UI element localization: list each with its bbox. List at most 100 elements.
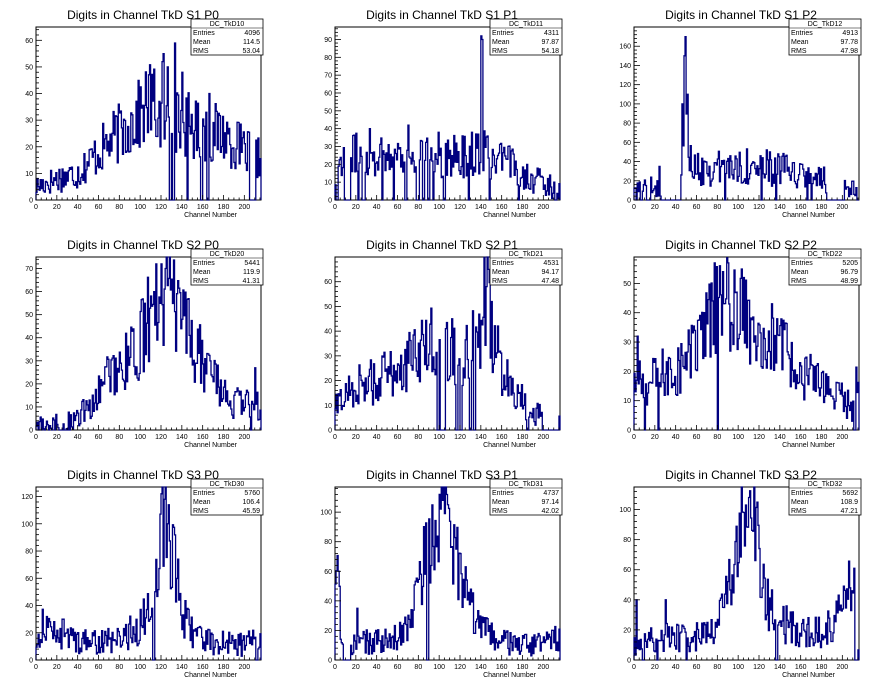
x-tick-label: 40 [672, 434, 680, 441]
x-tick-label: 20 [651, 664, 659, 671]
y-tick-label: 40 [623, 159, 631, 166]
histogram-panel-s1-p1: Digits in Channel TkD S1 P1 Channel Numb… [324, 8, 563, 219]
x-tick-label: 0 [34, 204, 38, 211]
stats-value: 42.02 [541, 508, 559, 515]
stats-value: 47.48 [541, 278, 559, 285]
x-tick-label: 120 [155, 204, 167, 211]
x-tick-label: 120 [155, 434, 167, 441]
x-tick-label: 60 [394, 664, 402, 671]
y-tick-label: 30 [25, 118, 33, 125]
stats-box: DC_TkD22 Entries 5205 Mean 96.79 RMS 48.99 [788, 248, 862, 286]
x-tick-label: 20 [651, 204, 659, 211]
x-tick-label: 20 [651, 434, 659, 441]
x-tick-label: 160 [197, 664, 209, 671]
stats-name: DC_TkD12 [808, 21, 843, 28]
x-tick-label: 200 [537, 434, 549, 441]
y-tick-label: 50 [623, 281, 631, 288]
y-tick-label: 80 [25, 549, 33, 556]
stats-label: RMS [492, 278, 508, 285]
y-tick-label: 60 [324, 279, 332, 286]
stats-value: 106.4 [242, 499, 260, 506]
stats-value: 45.59 [242, 508, 260, 515]
y-tick-label: 40 [623, 597, 631, 604]
stats-name: DC_TkD11 [509, 21, 543, 28]
x-tick-label: 0 [34, 434, 38, 441]
y-tick-label: 0 [328, 428, 332, 435]
y-tick-label: 100 [21, 521, 33, 528]
stats-box: DC_TkD20 Entries 5441 Mean 119.9 RMS 41.31 [190, 248, 264, 286]
stats-value: 4913 [842, 30, 858, 37]
x-tick-label: 100 [134, 664, 146, 671]
histogram-line [334, 35, 561, 201]
stats-value: 54.18 [541, 48, 559, 55]
x-tick-label: 160 [496, 664, 508, 671]
stats-value: 4737 [543, 490, 559, 497]
x-tick-label: 200 [238, 434, 250, 441]
x-tick-label: 180 [218, 434, 230, 441]
y-tick-label: 50 [25, 64, 33, 71]
x-tick-label: 180 [816, 434, 828, 441]
stats-value: 97.14 [541, 499, 559, 506]
y-tick-label: 160 [619, 44, 631, 51]
y-tick-label: 60 [623, 567, 631, 574]
stats-label: Mean [492, 39, 510, 46]
x-tick-label: 20 [352, 204, 360, 211]
x-tick-label: 100 [134, 204, 146, 211]
x-tick-label: 200 [537, 664, 549, 671]
stats-box: DC_TkD12 Entries 4913 Mean 97.78 RMS 47.98 [788, 18, 862, 56]
histogram-line [334, 486, 561, 661]
plot-frame [334, 26, 561, 201]
x-tick-label: 200 [537, 204, 549, 211]
stats-box-border [489, 18, 563, 56]
histogram-line [633, 35, 859, 201]
y-tick-label: 20 [623, 178, 631, 185]
y-tick-label: 120 [21, 494, 33, 501]
y-tick-label: 80 [623, 537, 631, 544]
x-tick-label: 160 [197, 434, 209, 441]
x-tick-label: 200 [836, 434, 848, 441]
stats-value: 119.9 [243, 269, 260, 276]
histogram-line [35, 256, 262, 431]
y-tick-label: 50 [25, 312, 33, 319]
x-tick-label: 160 [197, 204, 209, 211]
y-tick-label: 60 [324, 569, 332, 576]
x-tick-label: 200 [238, 664, 250, 671]
x-tick-label: 160 [795, 204, 807, 211]
stats-label: Mean [791, 499, 809, 506]
plot-frame [334, 256, 561, 431]
stats-label: Entries [791, 30, 813, 37]
stats-value: 4311 [544, 30, 559, 37]
x-tick-label: 140 [774, 204, 786, 211]
x-tick-label: 180 [517, 204, 529, 211]
stats-box: DC_TkD11 Entries 4311 Mean 97.87 RMS 54.18 [489, 18, 563, 56]
x-tick-label: 140 [475, 434, 487, 441]
x-tick-label: 40 [672, 664, 680, 671]
stats-box: DC_TkD32 Entries 5692 Mean 108.9 RMS 47.21 [788, 478, 862, 516]
y-tick-label: 10 [25, 404, 33, 411]
y-tick-label: 20 [623, 369, 631, 376]
stats-label: RMS [193, 508, 209, 515]
stats-label: RMS [791, 48, 807, 55]
stats-box-border [190, 18, 264, 56]
x-tick-label: 160 [496, 204, 508, 211]
x-tick-label: 40 [74, 664, 82, 671]
x-tick-label: 80 [713, 204, 721, 211]
x-tick-label: 20 [53, 434, 61, 441]
x-tick-label: 120 [454, 434, 466, 441]
histogram-panel-s3-p1: Digits in Channel TkD S3 P1 Channel Numb… [320, 468, 563, 679]
stats-value: 97.78 [840, 39, 858, 46]
plot-frame [633, 486, 860, 661]
y-tick-label: 90 [324, 37, 332, 44]
stats-name: DC_TkD31 [509, 481, 544, 488]
x-tick-label: 180 [218, 664, 230, 671]
stats-value: 4096 [244, 30, 260, 37]
x-tick-label: 160 [496, 434, 508, 441]
x-tick-label: 200 [238, 204, 250, 211]
y-tick-label: 70 [324, 73, 332, 80]
x-tick-label: 40 [373, 204, 381, 211]
panel-title: Digits in Channel TkD S3 P2 [665, 468, 817, 482]
histogram-panel-s2-p2: Digits in Channel TkD S2 P2 Channel Numb… [623, 238, 862, 449]
stats-box-border [190, 248, 264, 286]
histogram-panel-s3-p0: Digits in Channel TkD S3 P0 Channel Numb… [21, 468, 264, 679]
stats-box-border [489, 478, 563, 516]
